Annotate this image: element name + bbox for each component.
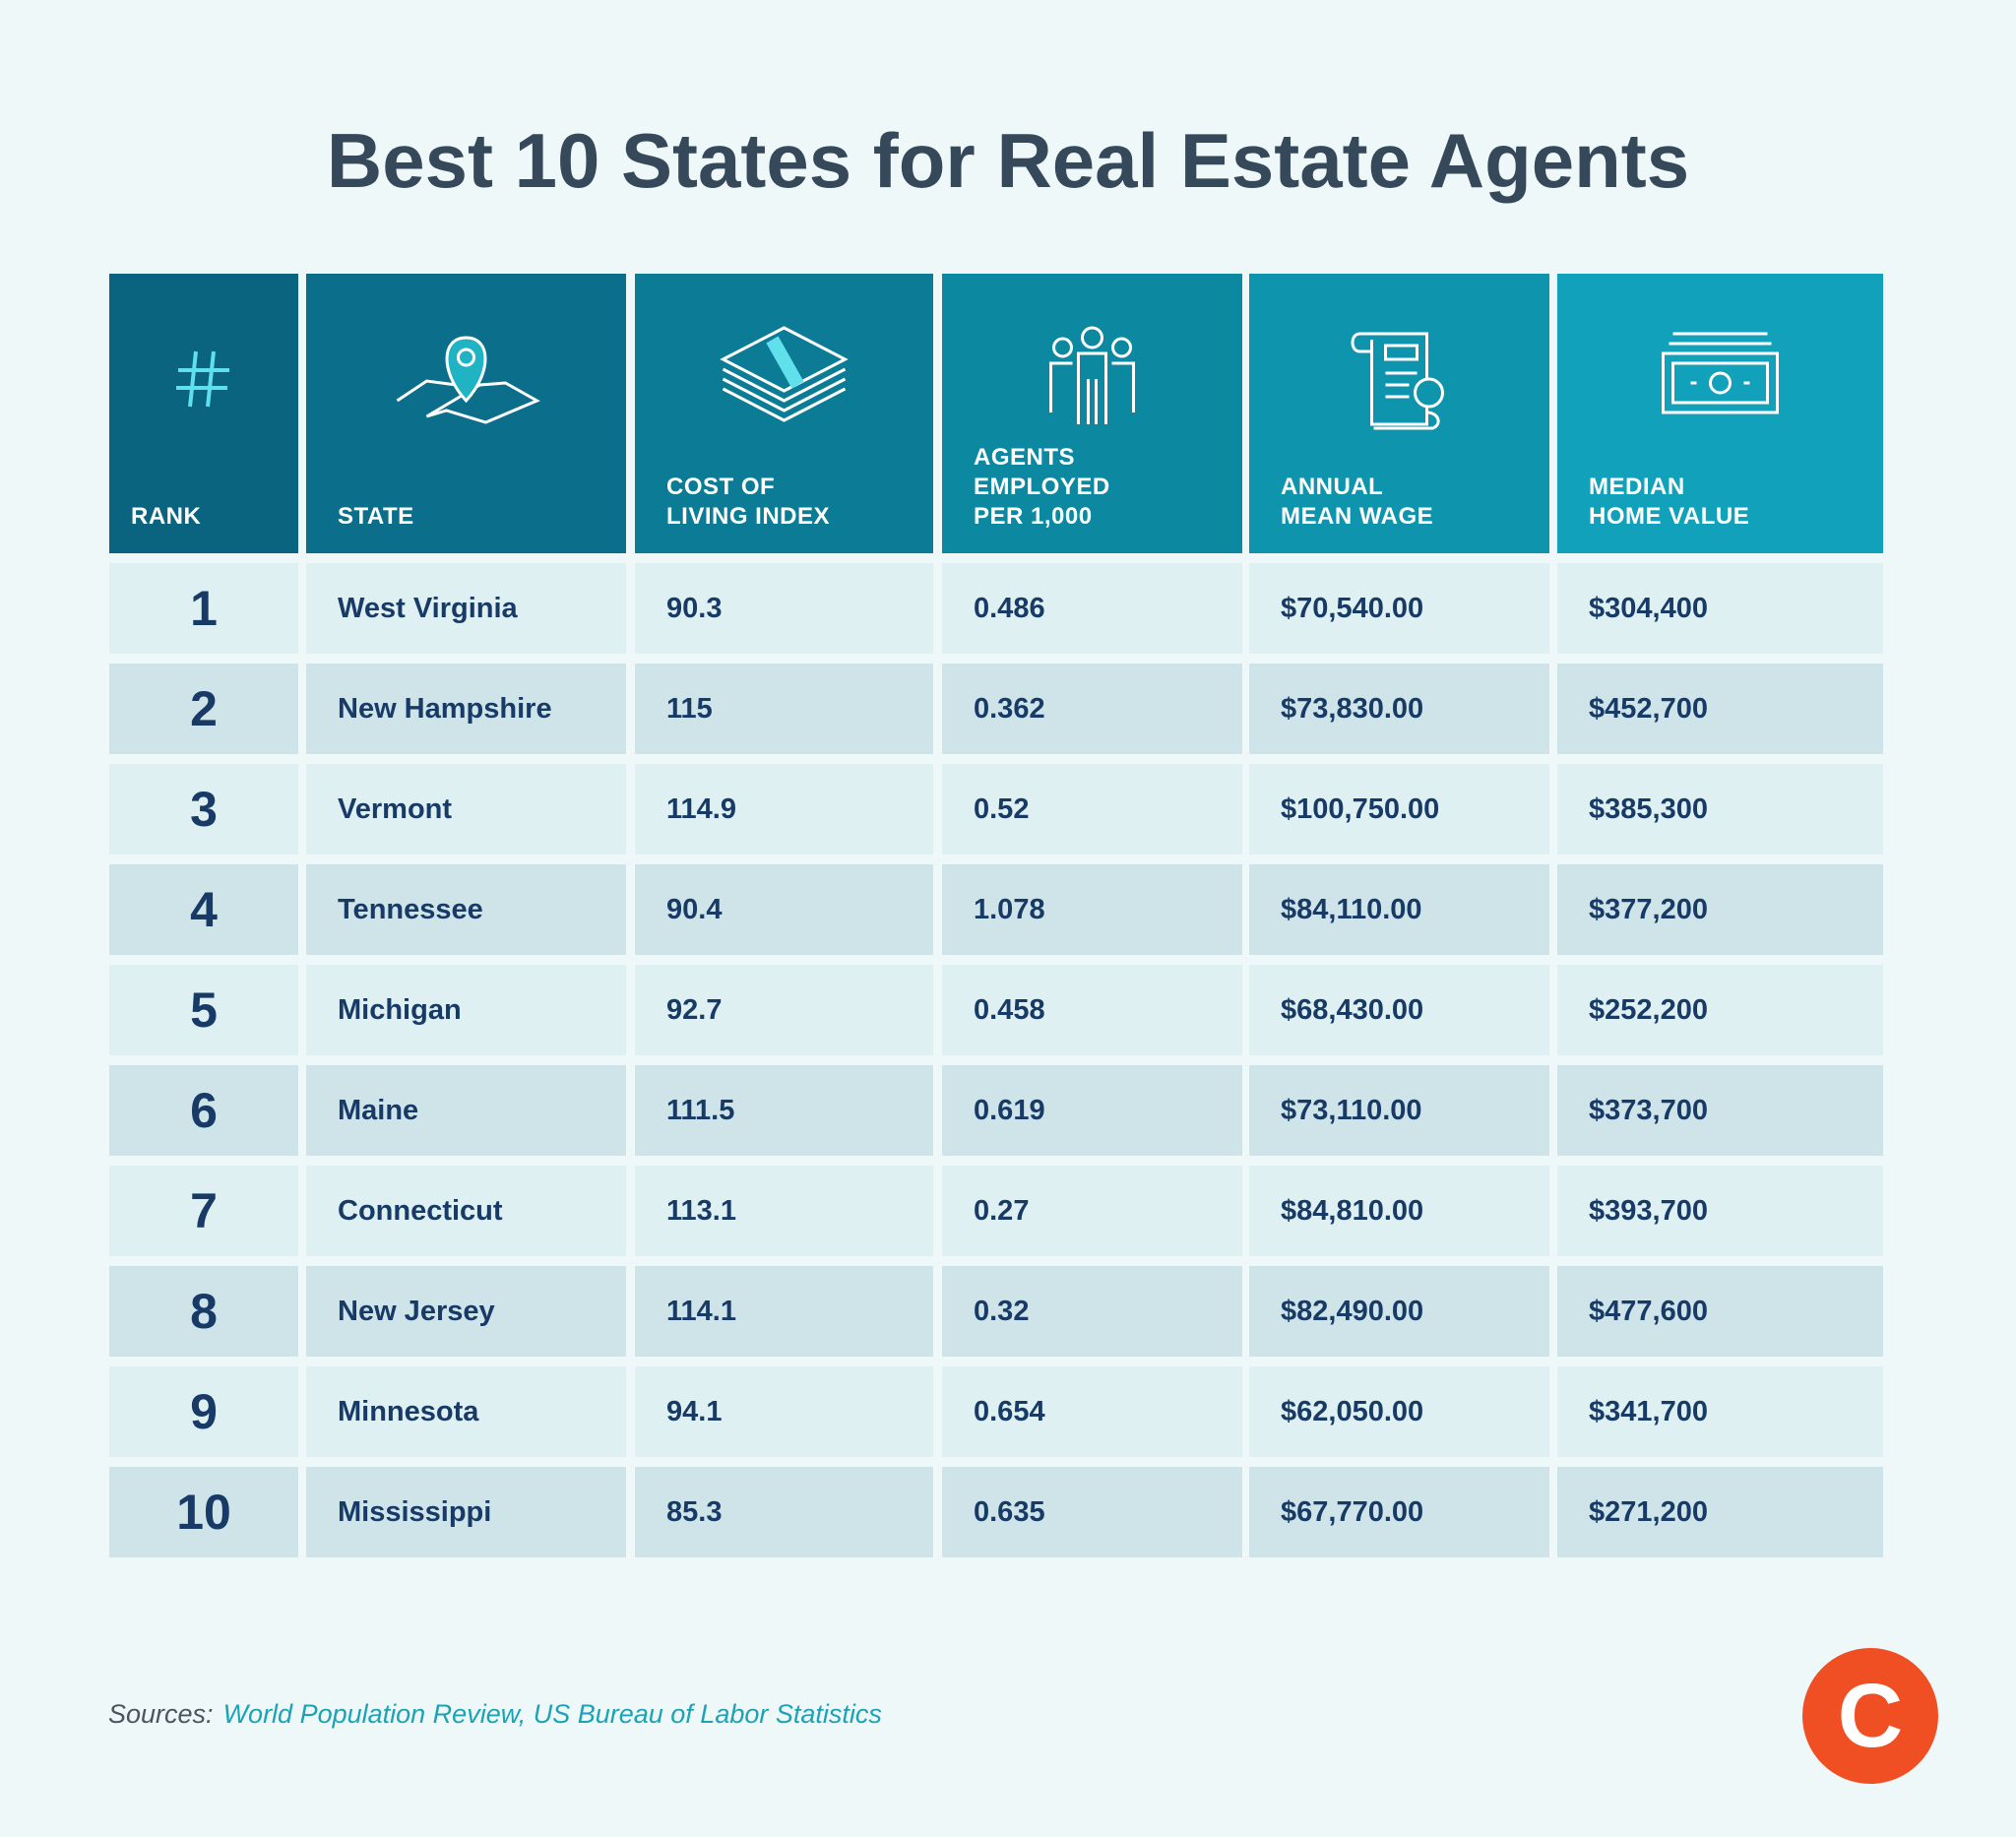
rank-cell: 1 bbox=[109, 563, 298, 654]
header-line: ANNUAL bbox=[1281, 474, 1384, 500]
header-line: STATE bbox=[338, 503, 414, 530]
header-cell: COST OF LIVING INDEX bbox=[635, 274, 933, 553]
data-cell: 114.1 bbox=[635, 1266, 933, 1357]
data-cell: Tennessee bbox=[306, 864, 626, 955]
sources-label: Sources: bbox=[108, 1699, 214, 1729]
data-cell: $100,750.00 bbox=[1249, 764, 1549, 855]
header-cell: STATE bbox=[306, 274, 626, 553]
title: Best 10 States for Real Estate Agents bbox=[326, 117, 1690, 204]
data-cell: $73,110.00 bbox=[1249, 1065, 1549, 1156]
rank-cell: 6 bbox=[109, 1065, 298, 1156]
data-cell: 0.458 bbox=[942, 965, 1242, 1055]
header-line: RANK bbox=[131, 503, 202, 530]
data-cell: $252,200 bbox=[1557, 965, 1883, 1055]
header-icon bbox=[176, 350, 229, 408]
data-cell: $84,110.00 bbox=[1249, 864, 1549, 955]
data-cell: Michigan bbox=[306, 965, 626, 1055]
rank-cell: 7 bbox=[109, 1166, 298, 1256]
header-cell: AGENTS EMPLOYED PER 1,000 bbox=[942, 274, 1242, 553]
data-cell: $385,300 bbox=[1557, 764, 1883, 855]
data-cell: $341,700 bbox=[1557, 1366, 1883, 1457]
header-label: ANNUAL MEAN WAGE bbox=[1281, 473, 1433, 532]
header-label: AGENTS EMPLOYED PER 1,000 bbox=[974, 443, 1110, 532]
data-cell: $304,400 bbox=[1557, 563, 1883, 654]
data-cell: Vermont bbox=[306, 764, 626, 855]
header-icon bbox=[720, 326, 849, 422]
data-cell: 0.486 bbox=[942, 563, 1242, 654]
data-cell: New Hampshire bbox=[306, 664, 626, 754]
data-cell: Mississippi bbox=[306, 1467, 626, 1557]
data-cell: $377,200 bbox=[1557, 864, 1883, 955]
data-cell: $452,700 bbox=[1557, 664, 1883, 754]
rank-cell: 2 bbox=[109, 664, 298, 754]
data-cell: $73,830.00 bbox=[1249, 664, 1549, 754]
data-cell: 115 bbox=[635, 664, 933, 754]
header-line: MEDIAN bbox=[1589, 474, 1685, 500]
header-icon bbox=[396, 336, 540, 424]
data-cell: 92.7 bbox=[635, 965, 933, 1055]
data-cell: $82,490.00 bbox=[1249, 1266, 1549, 1357]
header-line: HOME VALUE bbox=[1589, 503, 1750, 530]
rank-cell: 10 bbox=[109, 1467, 298, 1557]
header-cell: ANNUAL MEAN WAGE bbox=[1249, 274, 1549, 553]
header-icon bbox=[1662, 332, 1779, 414]
data-cell: $68,430.00 bbox=[1249, 965, 1549, 1055]
header-icon bbox=[1049, 326, 1135, 424]
header-line: EMPLOYED bbox=[974, 474, 1110, 500]
data-cell: New Jersey bbox=[306, 1266, 626, 1357]
sources-list: World Population Review, US Bureau of La… bbox=[222, 1699, 882, 1729]
data-cell: $477,600 bbox=[1557, 1266, 1883, 1357]
data-cell: 0.32 bbox=[942, 1266, 1242, 1357]
data-cell: Maine bbox=[306, 1065, 626, 1156]
data-cell: $393,700 bbox=[1557, 1166, 1883, 1256]
data-cell: 0.654 bbox=[942, 1366, 1242, 1457]
rank-cell: 3 bbox=[109, 764, 298, 855]
data-cell: 90.4 bbox=[635, 864, 933, 955]
data-cell: $373,700 bbox=[1557, 1065, 1883, 1156]
header-line: PER 1,000 bbox=[974, 503, 1093, 530]
rank-cell: 4 bbox=[109, 864, 298, 955]
data-cell: $67,770.00 bbox=[1249, 1467, 1549, 1557]
header-icon bbox=[1351, 332, 1444, 430]
data-cell: $84,810.00 bbox=[1249, 1166, 1549, 1256]
data-cell: Connecticut bbox=[306, 1166, 626, 1256]
data-cell: 85.3 bbox=[635, 1467, 933, 1557]
logo: C bbox=[1802, 1648, 1938, 1784]
header-label: MEDIAN HOME VALUE bbox=[1589, 473, 1749, 532]
header-line: AGENTS bbox=[974, 444, 1076, 471]
header-line: COST OF bbox=[666, 474, 776, 500]
header-line: LIVING INDEX bbox=[666, 503, 831, 530]
header-cell: MEDIAN HOME VALUE bbox=[1557, 274, 1883, 553]
header-label: COST OF LIVING INDEX bbox=[666, 473, 830, 532]
data-cell: $70,540.00 bbox=[1249, 563, 1549, 654]
data-cell: $62,050.00 bbox=[1249, 1366, 1549, 1457]
data-cell: 94.1 bbox=[635, 1366, 933, 1457]
data-cell: 1.078 bbox=[942, 864, 1242, 955]
data-cell: West Virginia bbox=[306, 563, 626, 654]
header-cell: RANK bbox=[109, 274, 298, 553]
rank-cell: 8 bbox=[109, 1266, 298, 1357]
data-cell: 0.52 bbox=[942, 764, 1242, 855]
sources: Sources: World Population Review, US Bure… bbox=[108, 1699, 882, 1730]
data-cell: 114.9 bbox=[635, 764, 933, 855]
data-cell: 0.635 bbox=[942, 1467, 1242, 1557]
data-cell: Minnesota bbox=[306, 1366, 626, 1457]
data-cell: 0.362 bbox=[942, 664, 1242, 754]
data-cell: 90.3 bbox=[635, 563, 933, 654]
data-cell: 0.619 bbox=[942, 1065, 1242, 1156]
header-label: RANK bbox=[131, 502, 201, 532]
rank-cell: 9 bbox=[109, 1366, 298, 1457]
header-line: MEAN WAGE bbox=[1281, 503, 1434, 530]
data-cell: 111.5 bbox=[635, 1065, 933, 1156]
data-cell: 113.1 bbox=[635, 1166, 933, 1256]
header-label: STATE bbox=[338, 502, 414, 532]
rank-cell: 5 bbox=[109, 965, 298, 1055]
data-cell: 0.27 bbox=[942, 1166, 1242, 1256]
data-cell: $271,200 bbox=[1557, 1467, 1883, 1557]
